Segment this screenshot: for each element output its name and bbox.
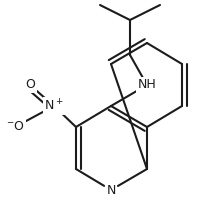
Text: NH: NH (138, 78, 156, 92)
Text: N$^+$: N$^+$ (44, 98, 64, 114)
Text: $^{-}$O: $^{-}$O (6, 120, 25, 134)
Text: O: O (25, 78, 35, 92)
Text: N: N (106, 184, 116, 197)
